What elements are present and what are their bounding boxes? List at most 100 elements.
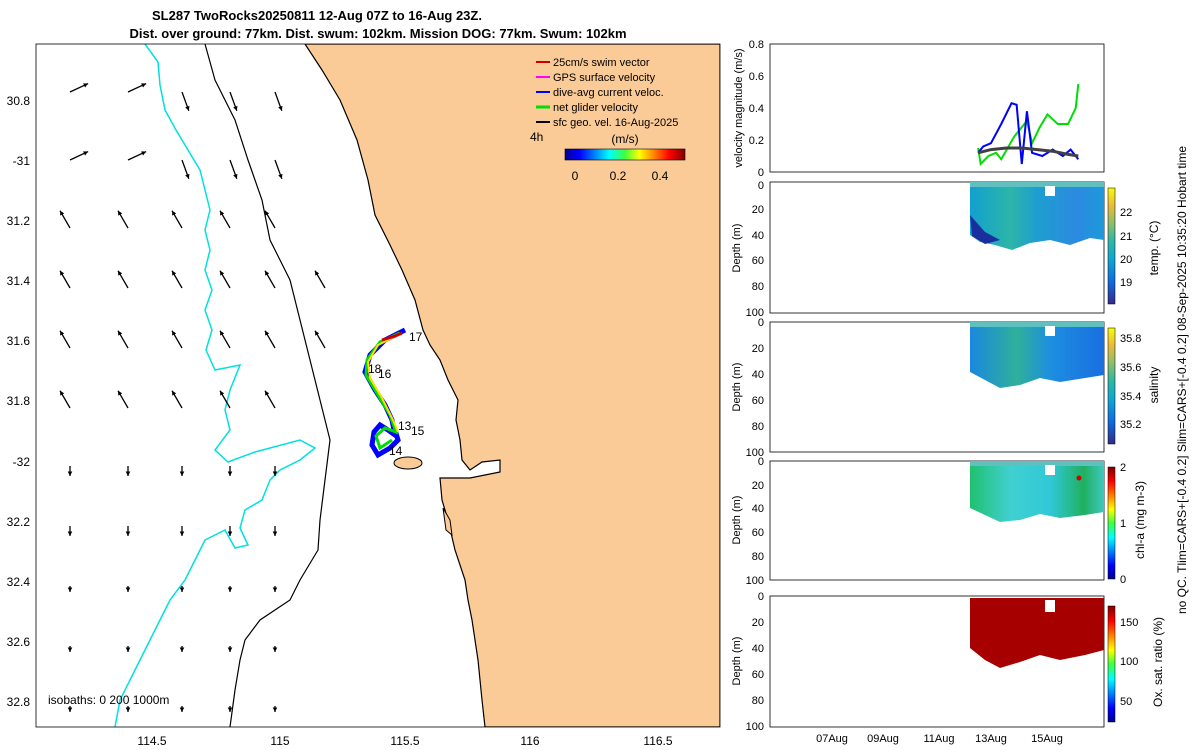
velocity-arrowhead (141, 151, 147, 156)
sal-cb-tick: 35.4 (1120, 391, 1141, 403)
velocity-arrowhead (185, 173, 190, 179)
lon-tick: 116.5 (643, 734, 672, 748)
vel-tick: 0.2 (749, 135, 764, 147)
lat-tick: 30.8 (7, 94, 31, 108)
velocity-arrowhead (60, 210, 65, 216)
depth-ylabel: Depth (m) (731, 363, 743, 412)
ox-cb-label: Ox. sat. ratio (%) (1151, 617, 1165, 707)
velocity-arrowhead (227, 587, 233, 592)
colorbar-tick-1: 0.2 (610, 169, 627, 183)
velocity-arrowhead (272, 471, 278, 476)
velocity-arrowhead (278, 105, 283, 111)
velocity-series-line (977, 101, 1080, 165)
legend-dive-avg: dive-avg current veloc. (553, 87, 664, 99)
velocity-panel: 0.8 0.6 0.4 0.2 0 velocity magnitude (m/… (733, 39, 1105, 179)
depth-tick: 20 (752, 343, 764, 355)
legend-sfc-geo: sfc geo. vel. 16-Aug-2025 (553, 117, 678, 129)
map-panel: 17 18 16 13 15 14 25cm/s swim vector GPS… (7, 43, 721, 748)
day-label-14: 14 (389, 444, 403, 458)
lat-tick: 32.6 (7, 635, 31, 649)
depth-tick: 40 (752, 503, 764, 515)
sal-cb-tick: 35.8 (1120, 333, 1141, 345)
colorbar-title: (m/s) (611, 132, 638, 146)
date-tick: 15Aug (1031, 733, 1063, 745)
depth-tick: 0 (758, 591, 764, 603)
depth-tick: 100 (746, 307, 764, 319)
depth-tick: 40 (752, 369, 764, 381)
sal-colorbar (1107, 327, 1116, 445)
land-mass (304, 44, 720, 727)
lat-tick: 31.2 (7, 214, 31, 228)
temp-cb-label: temp. (°C) (1147, 221, 1161, 276)
map-x-axis: 114.5 115 115.5 116 116.5 (137, 734, 672, 748)
velocity-arrowhead (185, 105, 190, 111)
legend-net-glider: net glider velocity (553, 102, 638, 114)
chla-cb-tick: 1 (1120, 518, 1126, 530)
velocity-arrowhead (118, 330, 123, 336)
figure-title-line2: Dist. over ground: 77km. Dist. swum: 102… (129, 26, 626, 41)
depth-tick: 60 (752, 669, 764, 681)
legend-gps-surface: GPS surface velocity (553, 72, 656, 84)
velocity-arrowhead (172, 390, 177, 396)
velocity-series-line (977, 146, 1079, 158)
velocity-arrowhead (125, 587, 131, 592)
speed-colorbar (564, 148, 686, 161)
chla-colorbar (1107, 466, 1116, 580)
chla-cb-tick: 2 (1120, 462, 1126, 474)
velocity-arrowhead (272, 587, 278, 592)
velocity-arrowhead (67, 531, 73, 536)
lat-tick: 32.2 (7, 515, 31, 529)
depth-tick: 60 (752, 395, 764, 407)
velocity-arrowhead (220, 390, 225, 396)
velocity-arrowhead (233, 105, 238, 111)
date-tick: 09Aug (867, 733, 899, 745)
sal-cb-label: salinity (1147, 367, 1161, 404)
depth-tick: 20 (752, 204, 764, 216)
isobath-note: isobaths: 0 200 1000m (48, 693, 169, 707)
velocity-arrowhead (125, 471, 131, 476)
chla-cb-label: chl-a (mg m-3) (1133, 481, 1147, 559)
vel-tick: 0.8 (749, 39, 764, 51)
map-frame (35, 43, 721, 728)
velocity-arrowhead (60, 390, 65, 396)
velocity-arrowhead (179, 531, 185, 536)
velocity-arrowhead (172, 330, 177, 336)
oxygen-section (970, 598, 1104, 668)
velocity-arrowhead (233, 173, 238, 179)
velocity-series (977, 83, 1080, 167)
lon-tick: 115.5 (390, 734, 419, 748)
lat-tick: 31.8 (7, 394, 31, 408)
salinity-panel: 35.8 35.6 35.4 35.2 salinity (769, 321, 1161, 453)
day-label-13: 13 (398, 419, 412, 433)
sfc-geo-velocity-field (59, 82, 326, 712)
lon-tick: 116 (520, 734, 539, 748)
velocity-arrowhead (220, 210, 225, 216)
sal-cb-tick: 35.2 (1120, 419, 1141, 431)
depth-tick: 40 (752, 230, 764, 242)
time-label: 4h (530, 130, 543, 144)
velocity-arrowhead (60, 270, 65, 276)
velocity-arrowhead (227, 707, 233, 712)
lon-tick: 115 (270, 734, 289, 748)
map-legend: 25cm/s swim vector GPS surface velocity … (530, 57, 686, 183)
lat-tick: -31 (13, 154, 31, 168)
depth-tick: 100 (746, 575, 764, 587)
velocity-arrowhead (118, 210, 123, 216)
velocity-arrowhead (265, 390, 270, 396)
velocity-arrowhead (315, 330, 320, 336)
isobath-1000m (204, 44, 331, 727)
depth-ylabel: Depth (m) (731, 496, 743, 545)
velocity-arrowhead (179, 647, 185, 652)
depth-tick: 40 (752, 643, 764, 655)
velocity-arrowhead (272, 647, 278, 652)
colorbar-tick-0: 0 (572, 169, 579, 183)
velocity-arrowhead (60, 330, 65, 336)
ox-cb-tick: 150 (1120, 617, 1138, 629)
lat-tick: 31.4 (7, 274, 31, 288)
velocity-arrowhead (179, 707, 185, 712)
salinity-section (970, 326, 1104, 388)
velocity-arrowhead (67, 587, 73, 592)
velocity-arrowhead (141, 83, 147, 88)
depth-tick: 0 (758, 180, 764, 192)
velocity-arrowhead (278, 173, 283, 179)
